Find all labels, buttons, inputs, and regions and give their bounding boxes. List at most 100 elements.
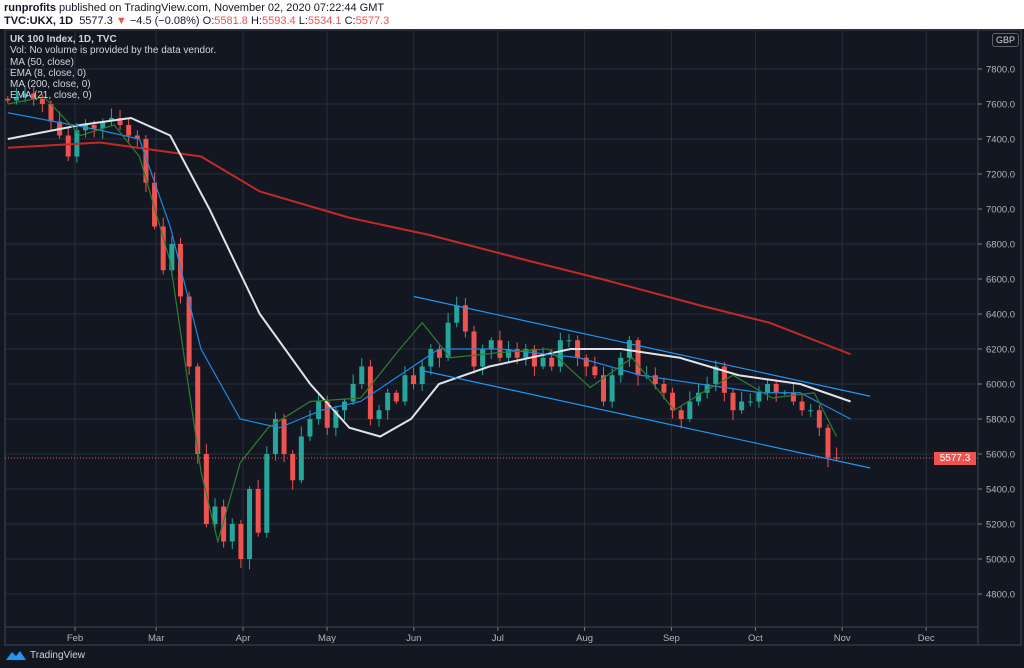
channel-line: [413, 295, 871, 397]
y-tick-label: 7200.0: [986, 170, 1015, 181]
candle-body: [229, 524, 235, 542]
y-tick-label: 7000.0: [986, 205, 1015, 216]
x-tick-label: Mar: [148, 633, 164, 644]
down-arrow-icon: ▼: [115, 15, 127, 27]
x-tick-label: Apr: [236, 633, 251, 644]
y-tick-label: 5800.0: [986, 415, 1015, 426]
legend-title: UK 100 Index, 1D, TVC: [10, 34, 117, 45]
candle-body: [402, 375, 408, 402]
candle-body: [143, 139, 149, 183]
candle-body: [557, 340, 563, 367]
y-tick-label: 6800.0: [986, 240, 1015, 251]
candle-body: [523, 349, 529, 358]
candle-body: [514, 349, 520, 358]
y-tick-label: 7800.0: [986, 65, 1015, 76]
legend-vol: Vol: No volume is provided by the data v…: [10, 45, 217, 57]
candle-body: [13, 97, 19, 101]
tradingview-logo-icon: [6, 651, 26, 660]
x-tick-label: Nov: [834, 633, 851, 644]
ma50-line: [7, 116, 851, 438]
candle-body: [428, 349, 434, 367]
y-tick-label: 6200.0: [986, 345, 1015, 356]
y-tick-label: 5000.0: [986, 555, 1015, 566]
candle-body: [247, 489, 253, 559]
candle-body: [238, 524, 244, 559]
author[interactable]: runprofits: [4, 2, 56, 14]
candle-body: [713, 366, 719, 384]
candle-body: [39, 98, 45, 104]
candle-body: [747, 401, 753, 403]
y-tick-label: 6000.0: [986, 380, 1015, 391]
y-tick-label: 6400.0: [986, 310, 1015, 321]
candle-body: [169, 244, 175, 271]
candle-body: [816, 410, 822, 428]
candle-body: [488, 340, 494, 349]
legend-ema8[interactable]: EMA (8, close, 0): [10, 67, 87, 79]
x-tick-label: Jun: [406, 633, 421, 644]
low-label: L:: [298, 15, 308, 27]
open-value: 5581.8: [214, 15, 248, 27]
candle-body: [186, 296, 192, 367]
footer: TradingView: [5, 648, 85, 662]
candle-body: [730, 392, 736, 411]
high-label: H:: [250, 15, 262, 27]
candle-body: [678, 410, 684, 419]
close-value: 5577.3: [355, 15, 390, 27]
candle-body: [350, 384, 356, 402]
candle-body: [126, 125, 132, 136]
candle-body: [290, 454, 296, 481]
candle-body: [264, 454, 270, 533]
candle-body: [100, 121, 106, 129]
candle-body: [221, 506, 227, 542]
candle-body: [592, 366, 598, 376]
candle-body: [756, 392, 762, 402]
legend-ma50[interactable]: MA (50, close): [10, 56, 74, 68]
candle-body: [695, 392, 701, 402]
candle-body: [324, 401, 330, 428]
published-info: published on TradingView.com, November 0…: [59, 2, 385, 14]
candle-body: [203, 454, 209, 524]
candle-body: [342, 401, 347, 411]
candle-body: [739, 401, 745, 411]
footer-brand[interactable]: TradingView: [30, 649, 86, 661]
candle-body: [808, 410, 814, 412]
y-tick-label: 6600.0: [986, 275, 1015, 286]
legend-ma200[interactable]: MA (200, close, 0): [10, 79, 91, 91]
candle-body: [790, 392, 796, 402]
candle-body: [445, 322, 451, 358]
candle-body: [419, 366, 425, 384]
y-tick-label: 5600.0: [986, 450, 1015, 461]
candle-body: [773, 384, 779, 393]
candle-body: [480, 349, 486, 367]
y-tick-label: 5200.0: [986, 520, 1015, 531]
candle-body: [195, 366, 201, 454]
candle-body: [65, 135, 71, 157]
candle-body: [670, 392, 676, 411]
x-tick-label: Jul: [492, 633, 504, 644]
ema8-line: [7, 96, 838, 544]
candle-body: [272, 419, 278, 454]
candle-body: [825, 427, 831, 458]
candle-body: [635, 340, 641, 376]
y-tick-label: 4800.0: [986, 590, 1015, 601]
symbol: TVC:UKX, 1D: [4, 15, 74, 27]
current-price-label: 5577.3: [934, 452, 976, 465]
close-label: C:: [344, 15, 356, 27]
candle-body: [454, 305, 460, 323]
legend-ema21[interactable]: EMA (21, close, 0): [10, 90, 92, 102]
candle-body: [626, 340, 632, 358]
legend: UK 100 Index, 1D, TVC Vol: No volume is …: [10, 34, 216, 102]
candle-body: [177, 244, 183, 297]
x-tick-label: Aug: [576, 633, 593, 644]
candle-body: [367, 366, 373, 419]
publish-header: runprofits published on TradingView.com,…: [0, 0, 1024, 29]
candle-body: [31, 93, 37, 99]
candle-body: [152, 182, 158, 227]
currency-badge[interactable]: GBP: [992, 33, 1020, 47]
price-chart[interactable]: 4800.0 5000.0 5200.0 5400.0 5600.0 5800.0 6000…: [0, 29, 1024, 647]
candle-body: [5, 98, 11, 101]
candle-body: [298, 436, 304, 481]
candle-body: [393, 392, 399, 402]
change: −4.5 (−0.08%): [129, 15, 200, 27]
high-value: 5593.4: [261, 15, 296, 27]
